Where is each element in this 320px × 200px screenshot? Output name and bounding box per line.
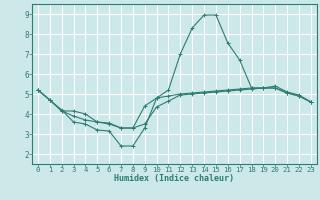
X-axis label: Humidex (Indice chaleur): Humidex (Indice chaleur) — [115, 174, 234, 183]
